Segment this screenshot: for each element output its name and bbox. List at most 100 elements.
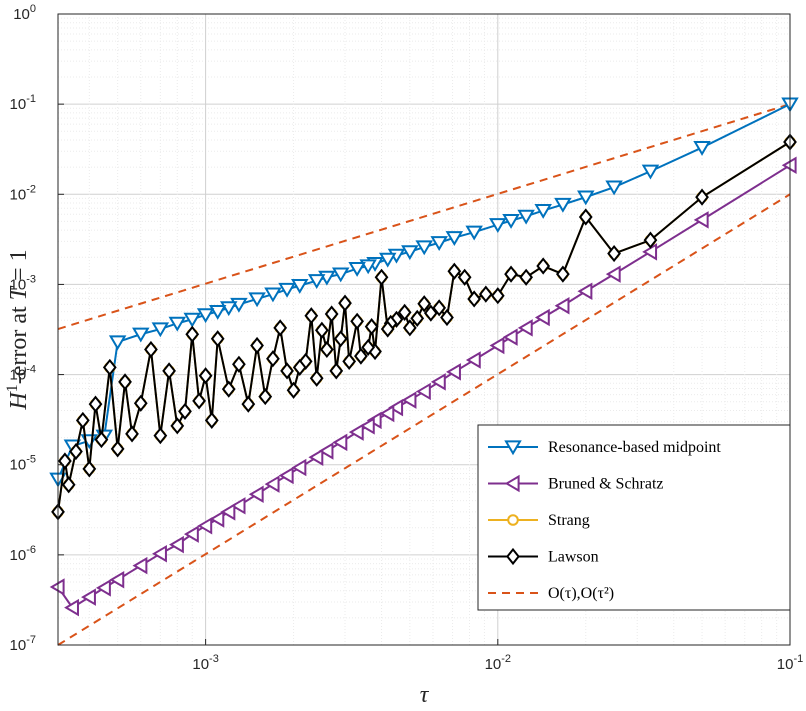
data-point [292, 358, 307, 377]
data-point [109, 570, 125, 589]
ticks: 10-3 10-2 10-1 10-7 10-6 10-5 10-4 10-3 10-2 10-1… [10, 3, 804, 673]
data-point [389, 310, 404, 328]
data-point [605, 265, 621, 283]
reference-line-order-2 [57, 193, 791, 646]
data-point [465, 225, 483, 241]
y-label-t: T [6, 285, 32, 300]
data-point [132, 327, 150, 343]
data-point [152, 544, 167, 563]
data-point [96, 579, 111, 597]
data-point [361, 338, 376, 357]
y-label-eq: = 1 [6, 249, 32, 287]
data-point [162, 362, 176, 380]
data-point [151, 322, 170, 338]
data-point [169, 535, 184, 554]
data-point [410, 309, 425, 327]
data-point [502, 328, 518, 346]
legend-entry: O(τ),O(τ²) [488, 585, 614, 602]
reference-line-order-1 [57, 103, 791, 330]
legend-label: Bruned & Schratz [548, 476, 664, 493]
data-point [417, 295, 432, 313]
reference-lines [57, 103, 791, 646]
data-point [536, 257, 551, 275]
data-point [605, 180, 623, 196]
data-point [315, 321, 329, 339]
data-point [643, 231, 658, 249]
data-point [280, 362, 294, 380]
data-point [241, 395, 256, 413]
data-point [118, 373, 132, 391]
data-point [430, 373, 446, 391]
data-point [258, 387, 273, 406]
data-point [554, 197, 572, 213]
y-label-h: H [6, 391, 32, 411]
data-point [125, 425, 139, 443]
data-point [338, 294, 352, 312]
series-line [57, 103, 791, 480]
data-point [61, 476, 76, 494]
data-point [324, 305, 339, 323]
legend-label: Strang [548, 512, 590, 529]
data-point [380, 320, 395, 338]
data-point [168, 316, 187, 332]
y-label-sup: 1 [4, 384, 21, 392]
data-point [440, 308, 454, 327]
data-point [401, 245, 419, 261]
data-point [554, 297, 570, 315]
data-point [577, 190, 595, 206]
data-point [208, 304, 227, 320]
x-tick-label: 10-3 [192, 653, 218, 673]
y-tick-label: 10-7 [10, 634, 36, 654]
data-point [64, 598, 79, 617]
data-point [534, 203, 552, 219]
data-point [350, 312, 364, 330]
data-point [221, 380, 236, 398]
data-point [348, 261, 366, 277]
data-point [278, 282, 296, 298]
data-point [641, 164, 660, 180]
data-point [332, 433, 348, 452]
data-point [397, 303, 412, 321]
legend-box [477, 424, 791, 611]
data-point [183, 525, 199, 543]
data-point [210, 330, 225, 348]
data-point [183, 312, 201, 328]
y-tick-label: 10-2 [10, 183, 36, 203]
data-point [693, 140, 711, 156]
data-point [642, 243, 658, 261]
data-point [308, 448, 324, 467]
data-point [220, 503, 236, 521]
data-point [266, 350, 280, 368]
legend-label: Resonance-based midpoint [548, 439, 721, 456]
data-point [192, 392, 206, 410]
data-point [415, 240, 433, 256]
data-point [230, 497, 246, 515]
data-point [273, 319, 288, 337]
data-point [478, 285, 493, 303]
data-point [457, 268, 472, 286]
data-point [379, 404, 395, 423]
data-point [354, 347, 368, 365]
data-point [517, 209, 535, 225]
y-tick-label: 10-5 [10, 454, 36, 474]
data-point [519, 268, 533, 286]
y-axis-label: H1-error at T = 1 [4, 249, 32, 410]
data-point [401, 391, 417, 409]
data-point [291, 458, 307, 477]
data-point [465, 351, 481, 369]
data-point [577, 282, 593, 301]
data-point [102, 358, 117, 377]
axis-labels: τ H1-error at T = 1 [4, 249, 430, 708]
x-axis-label: τ [420, 682, 430, 708]
data-point [248, 485, 264, 504]
data-point [359, 417, 375, 435]
series-3 [51, 133, 797, 521]
data-point [185, 325, 200, 343]
data-point [490, 287, 505, 305]
data-point [75, 411, 90, 430]
data-point [447, 262, 462, 280]
data-point [578, 208, 593, 226]
series [49, 97, 799, 617]
data-point [264, 287, 282, 303]
data-point [209, 510, 225, 528]
